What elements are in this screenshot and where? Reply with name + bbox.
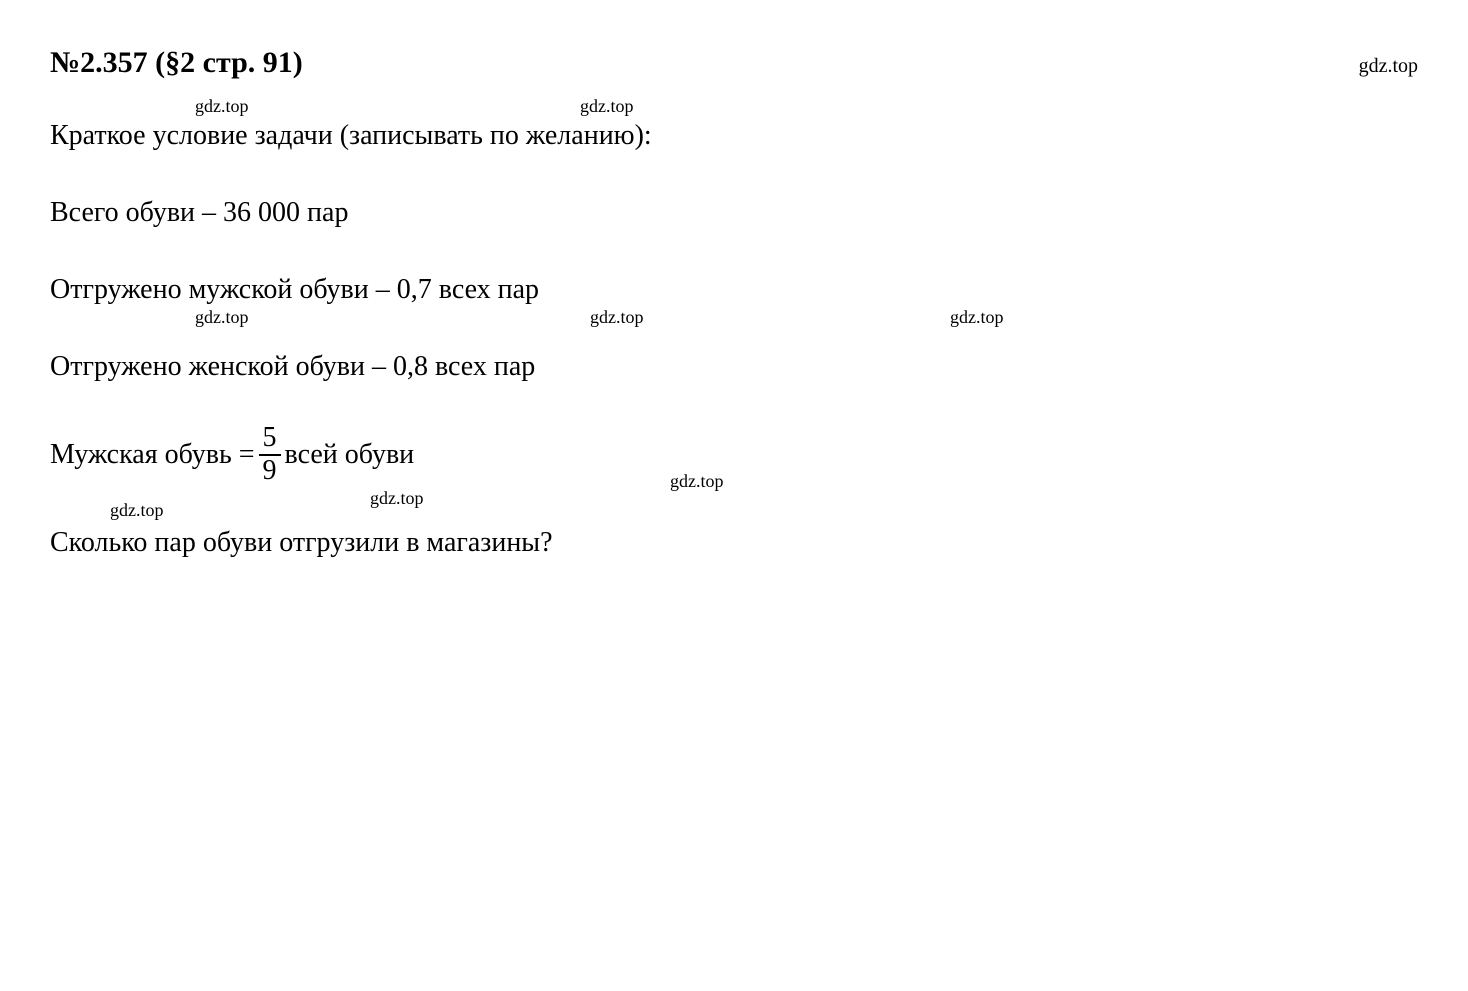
fraction-numerator: 5 <box>259 423 281 456</box>
heading-text: №2.357 (§2 стр. 91) <box>50 40 303 85</box>
watermark-top-right: gdz.top <box>1359 51 1418 81</box>
problem-number: №2.357 <box>50 46 148 79</box>
mens-fraction-suffix: всей обуви <box>285 434 415 476</box>
watermark-overlay-1: gdz.top <box>195 93 249 120</box>
question-text: Сколько пар обуви отгрузили в магазины? <box>50 527 553 558</box>
mens-shipped-text: Отгружено мужской обуви – 0,7 всех пар <box>50 274 539 305</box>
watermark-overlay-5: gdz.top <box>950 304 1004 331</box>
fraction-denominator: 9 <box>259 456 281 487</box>
womens-shipped-line: Отгружено женской обуви – 0,8 всех пар <box>50 346 1418 388</box>
intro-paragraph: gdz.top gdz.top Краткое условие задачи (… <box>50 115 1418 157</box>
watermark-overlay-7: gdz.top <box>670 468 724 495</box>
mens-shipped-line: Отгружено мужской обуви – 0,7 всех пар g… <box>50 269 1418 311</box>
watermark-overlay-6: gdz.top <box>370 485 424 512</box>
watermark-overlay-3: gdz.top <box>195 304 249 331</box>
total-line: Всего обуви – 36 000 пар <box>50 192 1418 234</box>
mens-fraction-line: Мужская обувь = 5 9 всей обуви gdz.top g… <box>50 423 1418 487</box>
watermark-overlay-8: gdz.top <box>110 497 164 524</box>
fraction: 5 9 <box>259 423 281 487</box>
intro-text: Краткое условие задачи (записывать по же… <box>50 120 652 151</box>
problem-heading: №2.357 (§2 стр. 91) gdz.top <box>50 40 1418 85</box>
watermark-overlay-4: gdz.top <box>590 304 644 331</box>
question-line: gdz.top Сколько пар обуви отгрузили в ма… <box>50 522 1418 564</box>
watermark-overlay-2: gdz.top <box>580 93 634 120</box>
total-text: Всего обуви – 36 000 пар <box>50 197 348 228</box>
problem-section: (§2 стр. 91) <box>155 46 303 79</box>
mens-fraction-prefix: Мужская обувь = <box>50 434 255 476</box>
womens-shipped-text: Отгружено женской обуви – 0,8 всех пар <box>50 351 535 382</box>
